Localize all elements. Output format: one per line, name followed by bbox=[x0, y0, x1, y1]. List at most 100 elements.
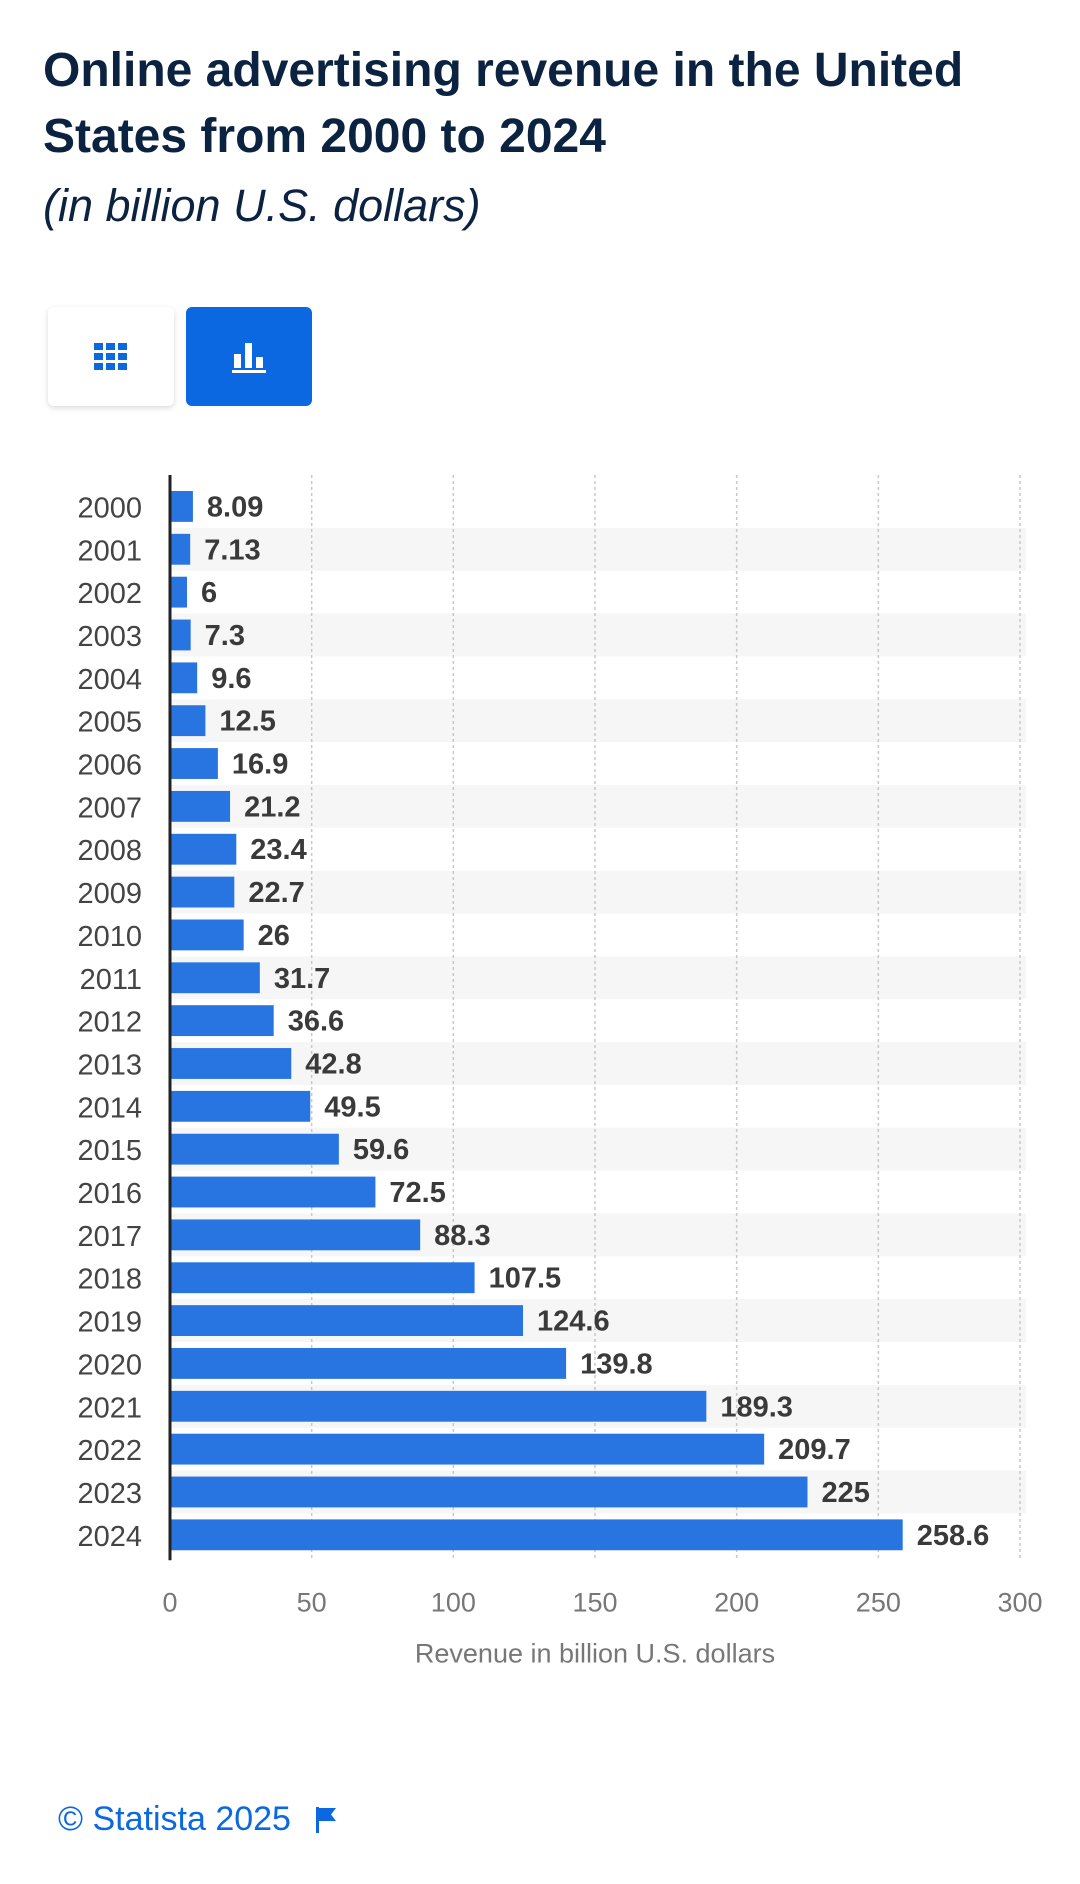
category-label: 2009 bbox=[77, 878, 142, 910]
value-label: 59.6 bbox=[353, 1134, 409, 1166]
bar bbox=[170, 1433, 765, 1465]
row-stripe bbox=[170, 956, 1026, 1000]
grid-icon bbox=[94, 342, 127, 370]
value-label: 225 bbox=[822, 1477, 870, 1509]
bar bbox=[170, 833, 237, 865]
row-stripe bbox=[170, 613, 1026, 657]
value-label: 21.2 bbox=[244, 791, 300, 823]
value-label: 36.6 bbox=[288, 1006, 344, 1038]
bar-chart-icon bbox=[232, 342, 266, 373]
x-tick-label: 300 bbox=[997, 1587, 1042, 1617]
category-label: 2023 bbox=[77, 1478, 142, 1510]
value-label: 7.13 bbox=[204, 534, 260, 566]
bar bbox=[170, 876, 235, 908]
copyright-link[interactable]: © Statista 2025 bbox=[58, 1800, 291, 1838]
bar bbox=[170, 705, 206, 737]
value-label: 139.8 bbox=[580, 1348, 653, 1380]
value-label: 12.5 bbox=[219, 706, 275, 738]
value-label: 16.9 bbox=[232, 749, 288, 781]
row-stripe bbox=[170, 699, 1026, 743]
row-stripe bbox=[170, 870, 1026, 914]
value-label: 107.5 bbox=[489, 1263, 562, 1295]
flag-icon[interactable] bbox=[315, 1806, 337, 1834]
x-tick-label: 0 bbox=[162, 1587, 177, 1617]
category-label: 2002 bbox=[77, 578, 142, 610]
bar bbox=[170, 1048, 292, 1079]
bar bbox=[170, 576, 187, 608]
category-label: 2004 bbox=[77, 664, 142, 696]
category-label: 2000 bbox=[77, 492, 142, 524]
x-tick-label: 200 bbox=[714, 1587, 759, 1617]
footer: © Statista 2025 bbox=[58, 1800, 337, 1839]
value-label: 49.5 bbox=[324, 1091, 380, 1123]
chart-view-button[interactable] bbox=[186, 307, 312, 406]
category-label: 2022 bbox=[77, 1435, 142, 1467]
category-label: 2014 bbox=[77, 1092, 142, 1124]
value-label: 72.5 bbox=[389, 1177, 445, 1209]
chart-subtitle: (in billion U.S. dollars) bbox=[43, 180, 481, 231]
row-stripe bbox=[170, 784, 1026, 828]
bar bbox=[170, 1133, 339, 1165]
bar bbox=[170, 619, 191, 651]
value-label: 42.8 bbox=[305, 1048, 361, 1080]
category-label: 2013 bbox=[77, 1049, 142, 1081]
category-label: 2001 bbox=[77, 535, 142, 567]
bar bbox=[170, 1176, 376, 1208]
chart-title: Online advertising revenue in the United… bbox=[43, 44, 964, 163]
bar bbox=[170, 1476, 808, 1508]
bar bbox=[170, 748, 218, 779]
table-view-button[interactable] bbox=[48, 307, 174, 406]
bar bbox=[170, 962, 260, 994]
bar bbox=[170, 662, 198, 694]
category-label: 2012 bbox=[77, 1007, 142, 1039]
x-tick-label: 250 bbox=[856, 1587, 901, 1617]
value-label: 22.7 bbox=[248, 877, 304, 909]
value-label: 124.6 bbox=[537, 1306, 610, 1338]
x-tick-label: 150 bbox=[572, 1587, 617, 1617]
category-label: 2024 bbox=[77, 1521, 142, 1553]
bar bbox=[170, 1005, 274, 1037]
bar bbox=[170, 1347, 567, 1379]
bar bbox=[170, 1390, 707, 1422]
value-label: 31.7 bbox=[274, 963, 330, 995]
row-stripe bbox=[170, 527, 1026, 571]
category-label: 2019 bbox=[77, 1307, 142, 1339]
value-label: 6 bbox=[201, 577, 217, 609]
bar bbox=[170, 1305, 524, 1337]
category-label: 2016 bbox=[77, 1178, 142, 1210]
bar bbox=[170, 1519, 903, 1551]
x-axis-title: Revenue in billion U.S. dollars bbox=[415, 1638, 775, 1668]
category-label: 2011 bbox=[80, 964, 142, 996]
bar bbox=[170, 790, 231, 822]
value-label: 88.3 bbox=[434, 1220, 490, 1252]
bar bbox=[170, 1219, 421, 1251]
category-label: 2003 bbox=[77, 621, 142, 653]
category-label: 2017 bbox=[77, 1221, 142, 1253]
category-label: 2005 bbox=[77, 707, 142, 739]
value-label: 23.4 bbox=[250, 834, 306, 866]
category-label: 2006 bbox=[77, 750, 142, 782]
category-label: 2010 bbox=[77, 921, 142, 953]
category-label: 2015 bbox=[77, 1135, 142, 1167]
x-tick-label: 100 bbox=[431, 1587, 476, 1617]
value-label: 8.09 bbox=[207, 491, 263, 523]
category-label: 2008 bbox=[77, 835, 142, 867]
category-label: 2020 bbox=[77, 1349, 142, 1381]
value-label: 26 bbox=[258, 920, 290, 952]
value-label: 209.7 bbox=[778, 1434, 851, 1466]
value-label: 9.6 bbox=[211, 663, 251, 695]
bar bbox=[170, 919, 244, 951]
row-stripe bbox=[170, 1042, 1026, 1085]
category-label: 2007 bbox=[77, 792, 142, 824]
category-label: 2018 bbox=[77, 1264, 142, 1296]
bar bbox=[170, 1262, 475, 1294]
bar bbox=[170, 1090, 311, 1122]
value-label: 258.6 bbox=[917, 1520, 990, 1552]
value-label: 7.3 bbox=[205, 620, 245, 652]
bar bbox=[170, 533, 191, 565]
x-tick-label: 50 bbox=[297, 1587, 327, 1617]
value-label: 189.3 bbox=[720, 1391, 793, 1423]
bar bbox=[170, 490, 193, 522]
category-label: 2021 bbox=[77, 1392, 142, 1424]
